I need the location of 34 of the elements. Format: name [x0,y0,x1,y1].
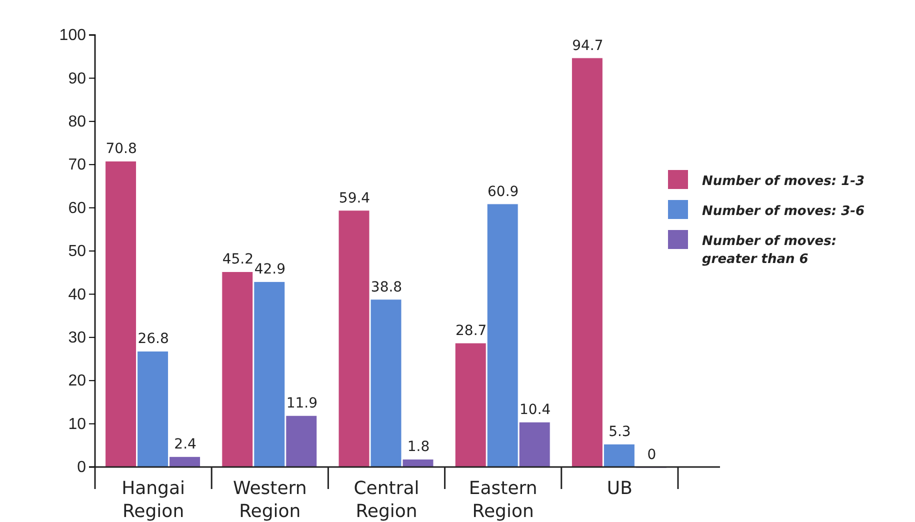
y-tick-label: 70 [68,156,86,174]
data-label: 26.8 [138,331,169,348]
legend-label: Number of moves: greater than 6 [702,234,837,267]
data-label: 42.9 [254,262,286,278]
y-tick-label: 60 [68,200,86,217]
x-tick-label: Western Region [232,478,307,522]
data-label: 38.8 [370,279,402,296]
x-tick-label: UB [606,478,632,499]
x-tick-label: Hangai Region [122,478,186,522]
y-tick-label: 20 [68,372,86,390]
x-tick-label: Central Region [354,478,420,522]
data-label: 60.9 [488,184,519,200]
y-tick-label: 0 [77,459,86,476]
x-tick-label: Eastern Region [468,478,538,522]
y-tick-label: 100 [59,27,86,44]
data-label: 10.4 [520,402,551,418]
y-tick-label: 80 [68,114,86,131]
data-label: 2.4 [174,436,197,453]
y-tick-label: 30 [68,330,86,347]
data-label: 11.9 [286,396,318,412]
data-label: 5.3 [608,424,631,440]
data-label: 28.7 [456,323,487,340]
y-tick-label: 90 [68,70,86,88]
y-tick-label: 50 [68,243,86,260]
data-label: 94.7 [572,38,604,54]
y-tick-label: 40 [68,286,86,304]
data-label: 59.4 [338,190,370,206]
data-label: 0 [647,447,656,463]
legend-label: Number of moves: 3-6 [702,204,865,219]
data-label: 1.8 [407,439,430,456]
legend-label: Number of moves: 1-3 [702,174,865,189]
data-label: 45.2 [222,252,254,268]
y-tick-label: 10 [68,416,86,433]
data-label: 70.8 [106,141,137,158]
